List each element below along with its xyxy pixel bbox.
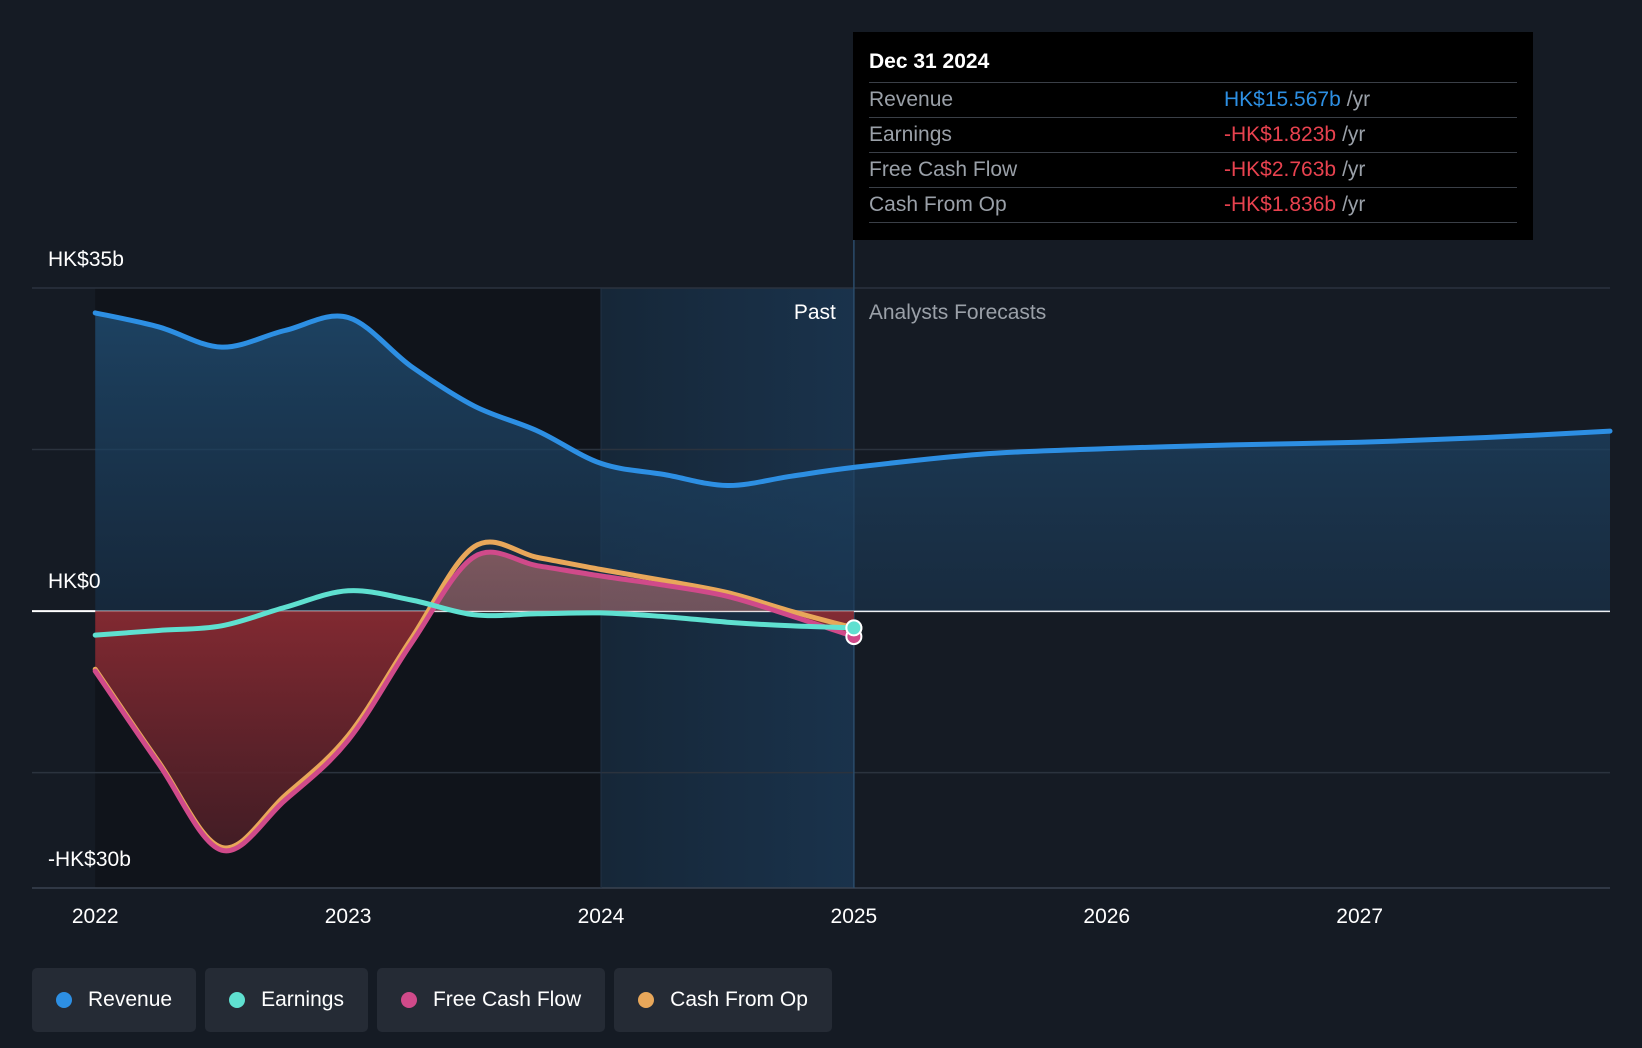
- tooltip-unit: /yr: [1346, 88, 1371, 111]
- earnings-dot-icon: [229, 992, 246, 1008]
- tooltip-date: Dec 31 2024: [869, 46, 1517, 83]
- x-axis-label: 2025: [831, 905, 878, 928]
- tooltip-unit: /yr: [1342, 193, 1366, 216]
- tooltip-label: Cash From Op: [869, 193, 1007, 216]
- legend: Revenue Earnings Free Cash Flow Cash Fro…: [32, 968, 832, 1032]
- legend-label: Free Cash Flow: [432, 988, 582, 1011]
- x-axis-label: 2024: [578, 905, 625, 928]
- tooltip-value: HK$15.567b: [1224, 88, 1341, 111]
- legend-item-cash-from-op[interactable]: Cash From Op: [614, 968, 832, 1032]
- tooltip-row-cash-from-op: Cash From Op -HK$1.836b /yr: [869, 188, 1517, 223]
- y-axis-label: -HK$30b: [48, 848, 131, 871]
- tooltip-row-free-cash-flow: Free Cash Flow -HK$2.763b /yr: [869, 153, 1517, 188]
- cash-flow-negative-area: [95, 611, 854, 851]
- tooltip-unit: /yr: [1342, 158, 1366, 181]
- tooltip-value: -HK$1.823b: [1224, 123, 1337, 146]
- cash-from-op-dot-icon: [638, 992, 655, 1008]
- legend-item-earnings[interactable]: Earnings: [205, 968, 368, 1032]
- x-axis-label: 2026: [1083, 905, 1130, 928]
- revenue-area: [95, 312, 1611, 612]
- forecast-label: Analysts Forecasts: [869, 301, 1046, 324]
- tooltip-value: -HK$2.763b: [1224, 158, 1337, 181]
- revenue-dot-icon: [56, 992, 72, 1008]
- y-axis-label: HK$0: [48, 570, 101, 593]
- x-axis-label: 2027: [1336, 905, 1383, 928]
- earnings-line: [92, 588, 857, 638]
- tooltip-value: -HK$1.836b: [1224, 193, 1337, 216]
- tooltip-unit: /yr: [1342, 123, 1366, 146]
- legend-label: Earnings: [261, 988, 344, 1011]
- x-axis-label: 2022: [72, 905, 119, 928]
- tooltip-row-revenue: Revenue HK$15.567b /yr: [869, 83, 1517, 118]
- tooltip-label: Free Cash Flow: [869, 158, 1018, 181]
- tooltip: Dec 31 2024 Revenue HK$15.567b /yr Earni…: [853, 32, 1533, 240]
- tooltip-row-earnings: Earnings -HK$1.823b /yr: [869, 118, 1517, 153]
- free-cash-flow-dot-icon: [400, 992, 417, 1008]
- tooltip-label: Earnings: [869, 123, 952, 146]
- legend-item-revenue[interactable]: Revenue: [32, 968, 197, 1032]
- y-axis-label: HK$35b: [48, 248, 124, 271]
- legend-label: Revenue: [88, 988, 173, 1011]
- legend-label: Cash From Op: [670, 988, 808, 1011]
- past-label: Past: [794, 301, 836, 324]
- tooltip-label: Revenue: [869, 88, 954, 111]
- cash-flow-positive-area: [431, 552, 777, 612]
- x-axis-label: 2023: [325, 905, 372, 928]
- revenue-line: [92, 310, 1613, 489]
- legend-item-free-cash-flow[interactable]: Free Cash Flow: [376, 968, 606, 1032]
- earnings-point: [845, 619, 863, 637]
- free-cash-flow-line: [92, 549, 857, 854]
